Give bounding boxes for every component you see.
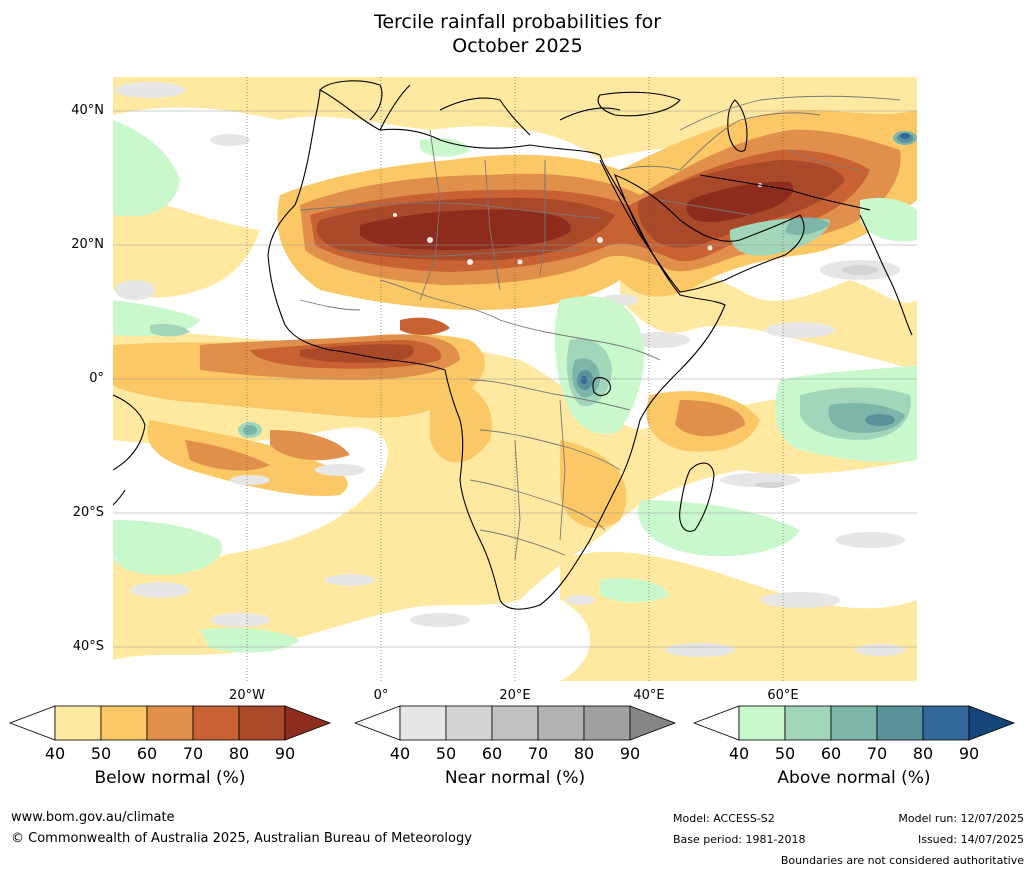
colorbar-near: 40 50 60 70 80 90: [353, 705, 677, 763]
colorbar-above: 40 50 60 70 80 90: [692, 705, 1016, 763]
colorbar-above-segment: [738, 705, 786, 741]
colorbar-near-segment: [583, 705, 631, 741]
near-normal-label: Near normal (%): [444, 768, 586, 788]
base-period-text: Base period: 1981-2018: [673, 833, 806, 846]
lat-label-40n: 40°N: [71, 103, 104, 118]
colorbar-below-segment: [54, 705, 102, 741]
website-link[interactable]: www.bom.gov.au/climate: [11, 810, 175, 825]
colorbar-below-tick-label: 40: [45, 744, 65, 763]
colorbar-above-tick-label: 90: [959, 744, 979, 763]
lat-label-40s: 40°S: [72, 639, 104, 654]
colorbar-above-low-arrow: [692, 705, 740, 741]
colorbar-near-low-arrow: [353, 705, 401, 741]
above-normal-label: Above normal (%): [777, 768, 931, 788]
issued-text: Issued: 14/07/2025: [917, 833, 1024, 846]
colorbar-above-tick-label: 70: [867, 744, 887, 763]
colorbar-below-segment: [100, 705, 148, 741]
colorbar-below-tick-label: 90: [275, 744, 295, 763]
coastlines: [113, 80, 913, 610]
lat-label-20n: 20°N: [71, 237, 104, 252]
colorbar-near-tick-label: 50: [436, 744, 456, 763]
colorbar-near-high-arrow: [629, 705, 677, 741]
colorbar-below-segment: [238, 705, 286, 741]
colorbar-near-tick-label: 40: [390, 744, 410, 763]
colorbar-near-tick-label: 90: [620, 744, 640, 763]
lat-label-20s: 20°S: [72, 505, 104, 520]
colorbar-group: 40 50 60 70 80 90 40 50 60 70 80 90 40 50 60 70 80 90: [8, 705, 1016, 763]
title-line-1: Tercile rainfall probabilities for: [373, 11, 662, 33]
colorbar-near-segment: [491, 705, 539, 741]
colorbar-above-tick-label: 60: [821, 744, 841, 763]
colorbar-below-segment: [192, 705, 240, 741]
lon-label-40e: 40°E: [633, 688, 665, 703]
colorbar-near-tick-label: 60: [482, 744, 502, 763]
colorbar-above-segment: [922, 705, 970, 741]
lon-label-20w: 20°W: [229, 688, 265, 703]
lat-label-equator: 0°: [89, 371, 104, 386]
colorbar-below-segment: [146, 705, 194, 741]
colorbar-near-segment: [445, 705, 493, 741]
map-title: Tercile rainfall probabilities for Octob…: [0, 10, 1035, 58]
colorbar-near-tick-label: 80: [574, 744, 594, 763]
below-normal-label: Below normal (%): [94, 768, 246, 788]
lon-label-0: 0°: [373, 688, 389, 703]
lon-label-60e: 60°E: [767, 688, 799, 703]
model-text: Model: ACCESS-S2: [673, 812, 775, 825]
country-borders: [299, 95, 901, 561]
disclaimer-text: Boundaries are not considered authoritat…: [780, 854, 1024, 867]
colorbar-above-tick-label: 40: [729, 744, 749, 763]
colorbar-above-tick-label: 50: [775, 744, 795, 763]
copyright-text: © Commonwealth of Australia 2025, Austra…: [11, 831, 472, 846]
colorbar-near-tick-label: 70: [528, 744, 548, 763]
colorbar-below-tick-label: 60: [137, 744, 157, 763]
colorbar-below-low-arrow: [8, 705, 56, 741]
colorbar-above-tick-label: 80: [913, 744, 933, 763]
colorbar-near-segment: [399, 705, 447, 741]
colorbar-above-segment: [876, 705, 924, 741]
colorbar-below-high-arrow: [284, 705, 332, 741]
title-line-2: October 2025: [452, 35, 583, 57]
colorbar-below-tick-label: 70: [183, 744, 203, 763]
colorbar-below: 40 50 60 70 80 90: [8, 705, 332, 763]
colorbar-below-tick-label: 80: [229, 744, 249, 763]
colorbar-near-segment: [537, 705, 585, 741]
colorbar-above-segment: [784, 705, 832, 741]
model-run-text: Model run: 12/07/2025: [898, 812, 1024, 825]
colorbar-above-high-arrow: [968, 705, 1016, 741]
colorbar-above-segment: [830, 705, 878, 741]
colorbar-below-tick-label: 50: [91, 744, 111, 763]
lon-label-20e: 20°E: [499, 688, 531, 703]
